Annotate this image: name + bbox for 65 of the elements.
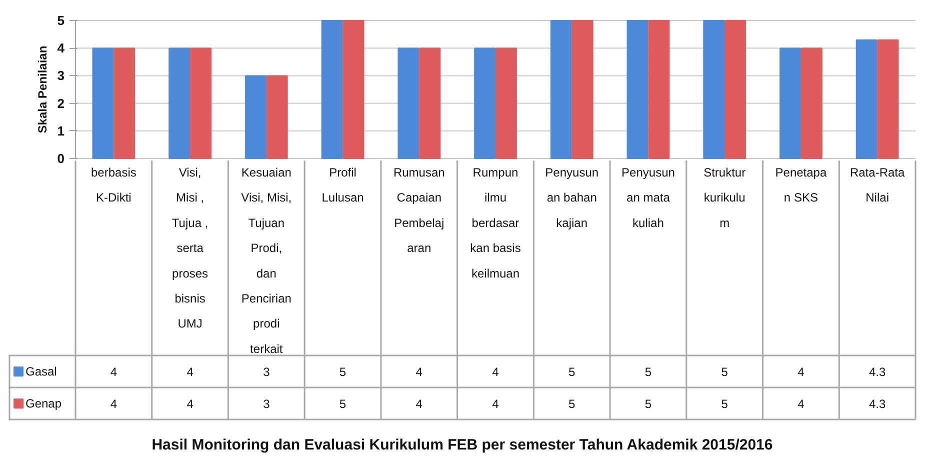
x-tick-label: Rata-Rata Nilai	[850, 166, 905, 205]
bar	[321, 20, 343, 159]
bar	[168, 48, 190, 159]
y-tick-label: 5	[57, 13, 65, 28]
bar	[495, 48, 517, 159]
data-label: 5	[644, 397, 652, 411]
data-label: 4	[186, 397, 194, 411]
y-tick-label: 4	[57, 40, 66, 56]
bar	[114, 48, 136, 159]
x-tick-label: Rumpun ilmu berdasar kan basis keilmuan	[470, 166, 521, 280]
y-tick-label: 0	[57, 151, 65, 166]
bar	[626, 20, 648, 159]
bar	[419, 48, 441, 159]
bar	[703, 20, 725, 159]
data-label: 4.3	[868, 397, 886, 411]
bar	[800, 48, 822, 159]
bar	[550, 20, 572, 159]
data-label: 3	[263, 365, 270, 379]
y-tick-label: 1	[57, 123, 65, 138]
y-tick-label: 2	[57, 96, 65, 111]
bar	[398, 48, 420, 159]
x-tick-label: Kesuaian Visi, Misi, Tujuan Prodi, dan Pencirian prodi terkait	[241, 166, 292, 356]
bar	[244, 75, 266, 159]
data-label: 5	[339, 397, 346, 411]
x-tick-label: Penyusun an bahan kajian	[545, 166, 599, 230]
legend-label: Genap	[26, 396, 62, 410]
text: Hasil Monitoring dan Evaluasi Kurikulum FEB per semester Tahun Akademik 2015/2016	[152, 436, 773, 454]
x-tick-label: Penetapa n SKS	[775, 166, 827, 205]
bar	[266, 75, 288, 159]
bar	[648, 20, 670, 159]
y-axis-title: Skala Penilaian	[35, 46, 50, 134]
bar	[780, 48, 802, 159]
data-label: 4	[186, 365, 194, 379]
data-label: 4	[492, 365, 500, 379]
data-label: 5	[568, 397, 576, 411]
x-tick-label: Profil Lulusan	[322, 166, 364, 205]
x-tick-label: Visi, Misi , Tujua , serta proses bisnis UMJ	[172, 166, 208, 331]
bar	[856, 39, 878, 159]
bar	[877, 39, 899, 159]
data-label: 5	[721, 397, 728, 411]
x-tick-label: Penyusun an mata kuliah	[622, 166, 675, 230]
data-label: 5	[339, 365, 346, 379]
data-label: 4	[492, 397, 500, 411]
bar	[92, 48, 114, 159]
data-label: 4.3	[868, 365, 886, 379]
bar	[474, 48, 496, 159]
data-label: 5	[644, 365, 652, 379]
x-tick-label: Rumusan Capaian Pembelaj aran	[393, 166, 445, 256]
legend-label: Gasal	[26, 364, 57, 378]
data-label: 5	[721, 365, 728, 379]
data-label: 4	[110, 365, 118, 379]
data-label: 3	[263, 397, 270, 411]
x-tick-label: Struktur kurikulu m	[704, 166, 746, 230]
data-label: 4	[110, 397, 118, 411]
bar	[724, 20, 746, 159]
data-label: 5	[568, 365, 576, 379]
data-label: 4	[798, 397, 805, 411]
data-label: 4	[798, 365, 805, 379]
data-label: 4	[416, 365, 423, 379]
y-tick-label: 3	[57, 68, 65, 84]
data-label: 4	[416, 397, 423, 411]
bar	[342, 20, 364, 159]
bar	[190, 48, 212, 159]
x-tick-label: berbasis K-Dikti	[91, 166, 136, 205]
bar	[572, 20, 594, 159]
